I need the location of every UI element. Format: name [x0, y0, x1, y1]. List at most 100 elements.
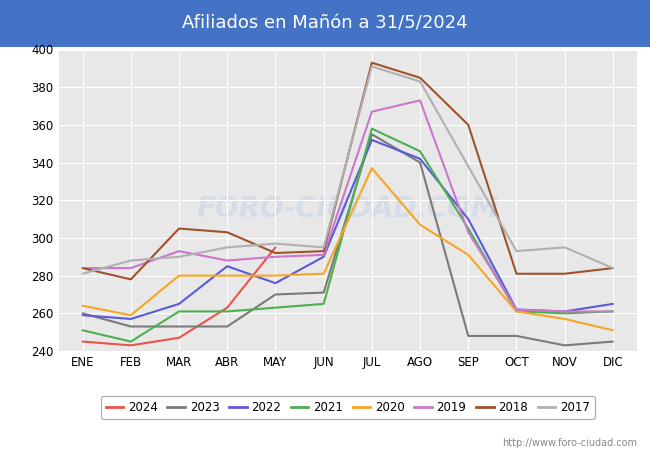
Text: http://www.foro-ciudad.com: http://www.foro-ciudad.com	[502, 438, 637, 448]
2019	[127, 266, 135, 271]
2019	[79, 266, 86, 271]
2018	[224, 230, 231, 235]
Line: 2018: 2018	[83, 63, 613, 279]
2022	[464, 216, 472, 222]
2022	[416, 156, 424, 162]
2023	[368, 131, 376, 137]
Line: 2023: 2023	[83, 134, 613, 345]
2020	[224, 273, 231, 278]
2018	[416, 75, 424, 81]
2019	[416, 98, 424, 103]
2020	[368, 166, 376, 171]
2017	[561, 245, 569, 250]
2023	[127, 324, 135, 329]
2023	[464, 333, 472, 338]
2024	[272, 245, 280, 250]
2017	[368, 64, 376, 69]
2019	[609, 309, 617, 314]
2021	[513, 309, 521, 314]
2020	[175, 273, 183, 278]
2017	[127, 258, 135, 263]
2022	[272, 280, 280, 286]
2023	[513, 333, 521, 338]
Text: Afiliados en Mañón a 31/5/2024: Afiliados en Mañón a 31/5/2024	[182, 14, 468, 33]
2018	[464, 122, 472, 128]
2024	[175, 335, 183, 341]
Line: 2022: 2022	[83, 140, 613, 319]
2022	[368, 137, 376, 143]
2017	[320, 245, 328, 250]
2018	[561, 271, 569, 276]
2021	[127, 339, 135, 344]
2020	[513, 309, 521, 314]
2018	[368, 60, 376, 65]
2017	[79, 271, 86, 276]
2018	[513, 271, 521, 276]
Line: 2019: 2019	[83, 100, 613, 311]
2018	[79, 266, 86, 271]
2021	[272, 305, 280, 310]
2018	[609, 266, 617, 271]
2020	[416, 222, 424, 227]
2020	[320, 271, 328, 276]
2022	[79, 312, 86, 318]
2020	[609, 328, 617, 333]
2022	[127, 316, 135, 322]
2021	[224, 309, 231, 314]
2019	[513, 307, 521, 312]
2020	[79, 303, 86, 309]
2023	[320, 290, 328, 295]
2019	[224, 258, 231, 263]
2017	[416, 79, 424, 84]
2021	[561, 310, 569, 316]
2020	[272, 273, 280, 278]
2024	[79, 339, 86, 344]
2022	[175, 301, 183, 306]
2020	[127, 312, 135, 318]
2021	[464, 226, 472, 231]
2017	[175, 254, 183, 260]
Line: 2021: 2021	[83, 129, 613, 342]
2019	[368, 109, 376, 114]
2021	[416, 148, 424, 154]
2023	[561, 342, 569, 348]
2023	[416, 160, 424, 165]
2019	[175, 248, 183, 254]
2020	[464, 252, 472, 257]
2022	[561, 309, 569, 314]
2021	[368, 126, 376, 131]
2022	[513, 307, 521, 312]
2023	[272, 292, 280, 297]
2023	[609, 339, 617, 344]
2023	[175, 324, 183, 329]
2023	[79, 310, 86, 316]
2017	[272, 241, 280, 246]
2017	[513, 248, 521, 254]
2018	[320, 248, 328, 254]
Text: FORO-CIUDAD.COM: FORO-CIUDAD.COM	[196, 195, 499, 223]
2024	[224, 305, 231, 310]
2021	[320, 301, 328, 306]
2021	[609, 309, 617, 314]
Legend: 2024, 2023, 2022, 2021, 2020, 2019, 2018, 2017: 2024, 2023, 2022, 2021, 2020, 2019, 2018…	[101, 396, 595, 418]
2023	[224, 324, 231, 329]
2018	[175, 226, 183, 231]
2021	[79, 328, 86, 333]
2019	[464, 230, 472, 235]
2021	[175, 309, 183, 314]
2022	[320, 254, 328, 260]
2024	[127, 342, 135, 348]
2022	[609, 301, 617, 306]
2019	[272, 254, 280, 260]
2018	[127, 277, 135, 282]
2017	[224, 245, 231, 250]
Line: 2017: 2017	[83, 67, 613, 274]
2022	[224, 264, 231, 269]
2017	[609, 266, 617, 271]
Line: 2024: 2024	[83, 248, 276, 345]
2018	[272, 250, 280, 256]
2019	[320, 252, 328, 257]
2019	[561, 309, 569, 314]
2020	[561, 316, 569, 322]
Line: 2020: 2020	[83, 168, 613, 330]
